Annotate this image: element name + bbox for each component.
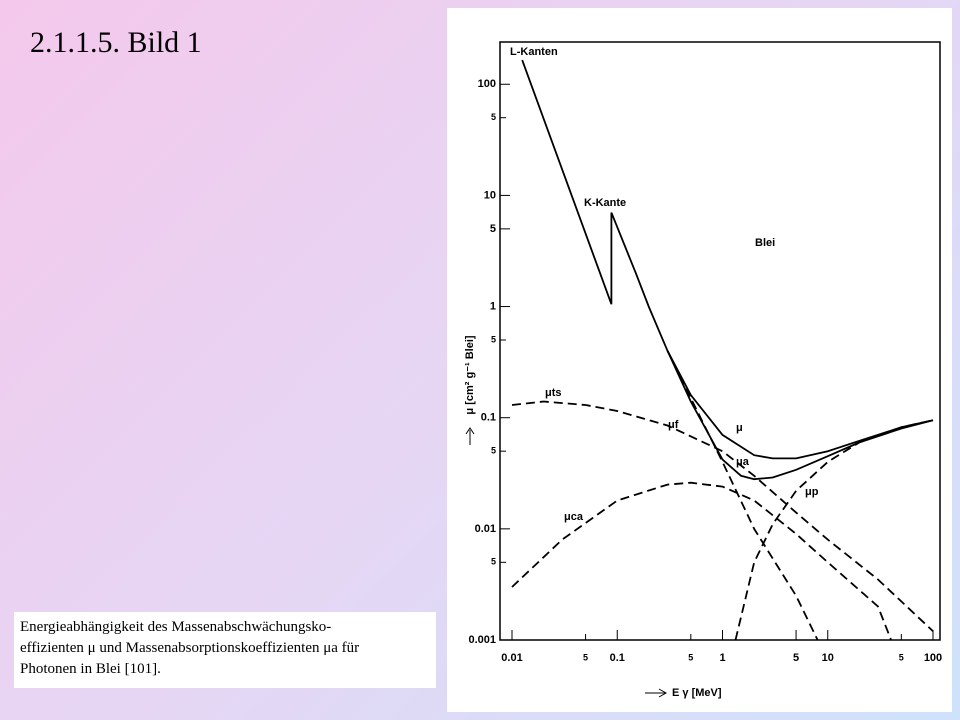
caption-line: Energieabhängigkeit des Massenabschwächu… — [20, 619, 332, 635]
slide-title: 2.1.1.5. Bild 1 — [30, 26, 202, 59]
x-tick-label: 5 — [583, 652, 588, 662]
annotation: L-Kanten — [510, 46, 558, 58]
y-tick-label: 0.01 — [475, 523, 496, 535]
chart-panel — [447, 8, 952, 712]
y-tick-label: 1 — [490, 300, 496, 312]
series-label: μp — [805, 486, 819, 498]
series-label: μts — [545, 387, 562, 399]
y-axis-label: μ [cm² g⁻¹ Blei] — [464, 335, 476, 414]
y-tick-label: 0.001 — [468, 634, 496, 646]
annotation: Blei — [755, 237, 775, 249]
series-line — [734, 419, 934, 641]
x-tick-label: 1 — [719, 652, 725, 664]
series-label: μca — [564, 511, 584, 523]
x-tick-label: 10 — [822, 652, 834, 664]
series-label: μ — [736, 422, 743, 434]
y-tick-label: 5 — [490, 223, 496, 235]
y-arrow — [465, 427, 475, 445]
y-tick-label: 5 — [491, 557, 496, 567]
caption-line: Photonen in Blei [101]. — [20, 661, 161, 677]
y-tick-label: 0.1 — [481, 412, 496, 424]
y-tick-label: 5 — [491, 112, 496, 122]
x-arrow — [645, 688, 668, 698]
y-tick-label: 5 — [491, 446, 496, 456]
x-tick-label: 5 — [899, 652, 904, 662]
x-tick-label: 5 — [793, 652, 799, 664]
x-tick-label: 0.1 — [610, 652, 625, 664]
x-tick-label: 0.01 — [501, 652, 522, 664]
series-label: μf — [668, 419, 679, 431]
y-tick-label: 100 — [478, 78, 496, 90]
caption: Energieabhängigkeit des Massenabschwächu… — [14, 612, 436, 688]
caption-line: effizienten μ und Massenabsorptionskoeff… — [20, 640, 360, 656]
annotation: K-Kante — [584, 197, 626, 209]
series-line — [511, 400, 934, 632]
series-line — [511, 481, 892, 641]
series-line — [666, 350, 819, 641]
y-tick-label: 10 — [484, 189, 496, 201]
x-tick-label: 100 — [924, 652, 942, 664]
series-line — [521, 59, 934, 460]
x-tick-label: 5 — [688, 652, 693, 662]
y-tick-label: 5 — [491, 334, 496, 344]
plot-frame — [499, 41, 941, 641]
x-axis-label: E γ [MeV] — [672, 687, 722, 699]
